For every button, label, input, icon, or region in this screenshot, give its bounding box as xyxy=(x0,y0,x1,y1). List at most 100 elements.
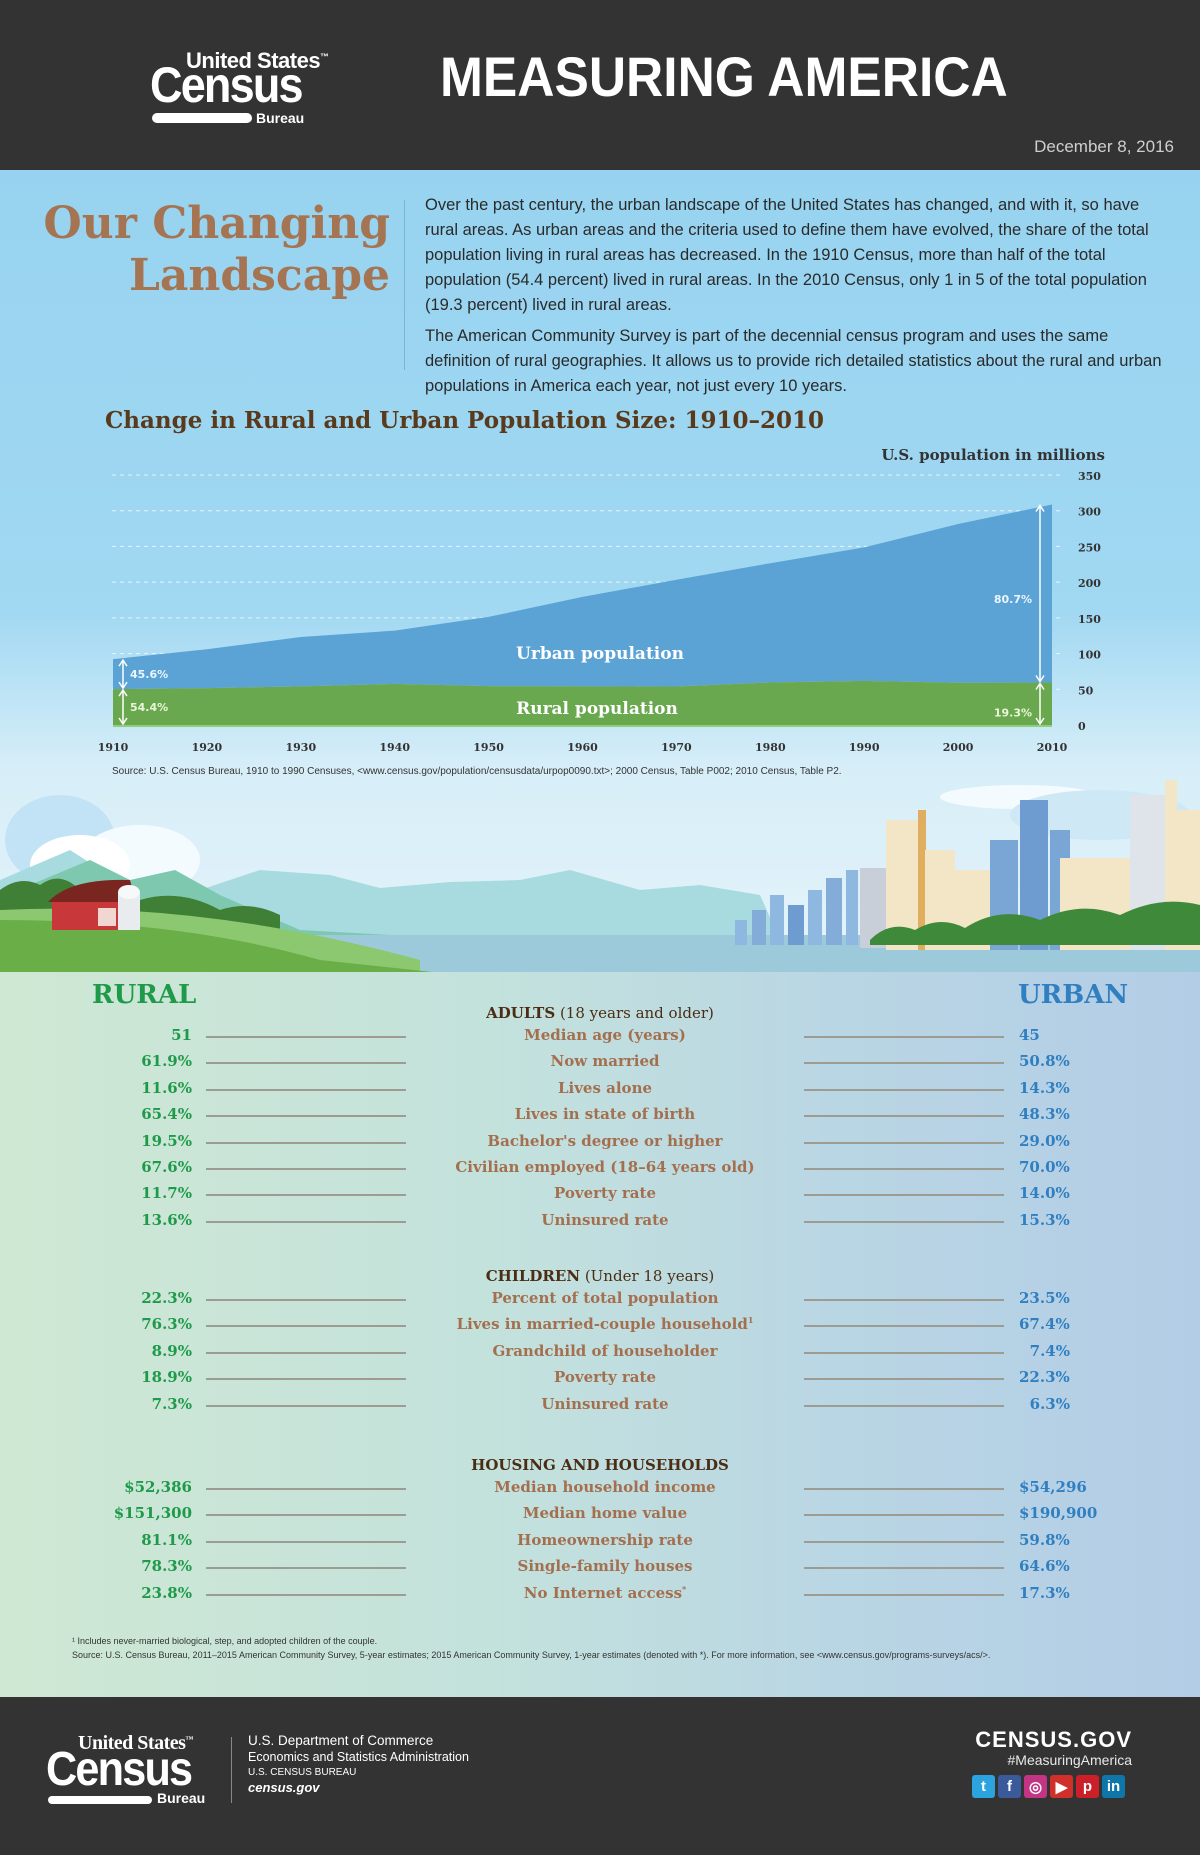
double-arrow-icon xyxy=(118,658,128,690)
pinterest-icon[interactable]: p xyxy=(1076,1775,1099,1798)
urban-series-label: Urban population xyxy=(516,644,684,664)
rural-value: 23.8% xyxy=(141,1583,192,1602)
rural-value: 78.3% xyxy=(141,1557,192,1576)
leader-line xyxy=(206,1593,406,1596)
stat-label-text: Uninsured rate xyxy=(541,1210,669,1229)
stat-label: No Internet access* xyxy=(400,1584,810,1602)
y-tick-label: 350 xyxy=(1078,470,1101,483)
stat-label: Uninsured rate xyxy=(400,1211,810,1229)
chart-title: Change in Rural and Urban Population Siz… xyxy=(105,407,825,434)
urban-value: 6.3% xyxy=(1029,1394,1070,1413)
dept-bureau: U.S. CENSUS BUREAU xyxy=(248,1767,357,1778)
group-title: CHILDREN (Under 18 years) xyxy=(0,1267,1200,1285)
stat-row: 67.6% Civilian employed (18–64 years old)… xyxy=(0,1158,1200,1182)
leader-line xyxy=(206,1168,406,1170)
leader-line xyxy=(206,1325,406,1328)
stat-label: Poverty rate xyxy=(400,1184,810,1202)
stat-label: Lives in state of birth xyxy=(400,1105,810,1123)
stat-label-text: Grandchild of householder xyxy=(492,1341,718,1360)
youtube-icon[interactable]: ▶ xyxy=(1050,1775,1073,1798)
leader-line xyxy=(804,1036,1004,1038)
facebook-icon[interactable]: f xyxy=(998,1775,1021,1798)
rural-value: 19.5% xyxy=(141,1131,192,1150)
urban-value: 14.3% xyxy=(1019,1078,1070,1097)
group-title: HOUSING AND HOUSEHOLDS xyxy=(0,1456,1200,1474)
stat-row: 8.9% Grandchild of householder 7.4% xyxy=(0,1342,1200,1366)
stat-row: $151,300 Median home value $190,900 xyxy=(0,1504,1200,1528)
leader-line xyxy=(804,1141,1004,1144)
stat-row: 13.6% Uninsured rate 15.3% xyxy=(0,1211,1200,1235)
x-tick-label: 2010 xyxy=(1037,741,1068,754)
leader-line xyxy=(206,1088,406,1091)
stat-row: 18.9% Poverty rate 22.3% xyxy=(0,1368,1200,1392)
leader-line xyxy=(206,1115,406,1118)
urban-value: 17.3% xyxy=(1019,1583,1070,1602)
social-icons: t f ◎ ▶ p in xyxy=(972,1775,1125,1798)
stat-label-text: Poverty rate xyxy=(553,1368,656,1387)
population-area-chart: 0 50 100 150 200 250 300 350 1910 1920 1930 1940 19… xyxy=(98,470,1102,754)
y-tick-label: 100 xyxy=(1078,649,1101,662)
comparison-section xyxy=(0,972,1200,1697)
instagram-icon[interactable]: ◎ xyxy=(1024,1775,1047,1798)
census-gov-site[interactable]: CENSUS.GOV xyxy=(975,1727,1132,1752)
rural-value: 8.9% xyxy=(151,1341,192,1360)
percent-annotation: 19.3% xyxy=(994,707,1032,720)
stat-row: 65.4% Lives in state of birth 48.3% xyxy=(0,1105,1200,1129)
logo-bureau: Bureau xyxy=(256,110,305,126)
rural-value: $52,386 xyxy=(124,1478,192,1496)
urban-value: $54,296 xyxy=(1019,1478,1087,1496)
census-bureau-logo[interactable]: United States™ Census Bureau xyxy=(150,48,330,128)
group-subtitle: (Under 18 years) xyxy=(584,1267,715,1285)
rural-value: 67.6% xyxy=(141,1158,192,1176)
leader-line xyxy=(206,1299,406,1301)
leader-line xyxy=(804,1378,1004,1381)
stat-label-text: Bachelor's degree or higher xyxy=(487,1131,723,1150)
stat-label: Uninsured rate xyxy=(400,1395,810,1413)
x-tick-label: 2000 xyxy=(943,741,974,754)
y-tick-label: 250 xyxy=(1078,541,1101,554)
twitter-icon[interactable]: t xyxy=(972,1775,995,1798)
census-gov-link[interactable]: census.gov xyxy=(248,1780,320,1795)
intro-text: Over the past century, the urban landsca… xyxy=(425,193,1170,405)
rural-value: 65.4% xyxy=(141,1105,192,1124)
rural-value: 18.9% xyxy=(141,1368,192,1387)
leader-line xyxy=(804,1088,1004,1091)
linkedin-icon[interactable]: in xyxy=(1102,1775,1125,1798)
stat-label-text: Lives alone xyxy=(557,1078,653,1097)
stat-label: Homeownership rate xyxy=(400,1531,810,1549)
group-title-main: ADULTS xyxy=(486,1004,556,1022)
leader-line xyxy=(804,1168,1004,1170)
stat-row: 7.3% Uninsured rate 6.3% xyxy=(0,1395,1200,1419)
y-tick-label: 0 xyxy=(1078,720,1086,733)
rural-value: $151,300 xyxy=(113,1504,192,1523)
group-title: ADULTS (18 years and older) xyxy=(0,1004,1200,1022)
hashtag[interactable]: #MeasuringAmerica xyxy=(1007,1752,1133,1768)
city-trees xyxy=(870,901,1200,945)
department-info: U.S. Department of Commerce Economics an… xyxy=(248,1733,469,1795)
double-arrow-icon xyxy=(118,688,128,726)
rural-value: 61.9% xyxy=(141,1052,192,1071)
urban-value: 50.8% xyxy=(1019,1052,1070,1071)
rural-series-label: Rural population xyxy=(516,699,678,719)
stat-row: 81.1% Homeownership rate 59.8% xyxy=(0,1531,1200,1555)
stat-row: 22.3% Percent of total population 23.5% xyxy=(0,1289,1200,1313)
intro-paragraph-2: The American Community Survey is part of… xyxy=(425,327,1162,395)
group-title-main: CHILDREN xyxy=(485,1267,581,1285)
barn-icon xyxy=(48,879,136,930)
page-title: MEASURING AMERICA xyxy=(440,45,1008,108)
section-title-line1: Our Changing xyxy=(43,198,390,249)
footer-divider xyxy=(231,1737,232,1803)
leader-line xyxy=(804,1540,1004,1543)
footer-census-logo[interactable]: United States™ Census Bureau xyxy=(46,1732,216,1812)
leader-line xyxy=(804,1593,1004,1596)
logo-census: Census xyxy=(150,57,304,113)
x-tick-label: 1970 xyxy=(661,741,692,754)
leader-line xyxy=(206,1514,406,1517)
stat-label: Lives alone xyxy=(400,1079,810,1097)
rural-heading: RURAL xyxy=(92,980,197,1010)
leader-line xyxy=(804,1351,1004,1354)
footnote-marker: * xyxy=(682,1583,687,1594)
stat-label-text: Median home value xyxy=(522,1504,688,1523)
urban-value: 15.3% xyxy=(1019,1210,1070,1229)
leader-line xyxy=(804,1220,1004,1223)
